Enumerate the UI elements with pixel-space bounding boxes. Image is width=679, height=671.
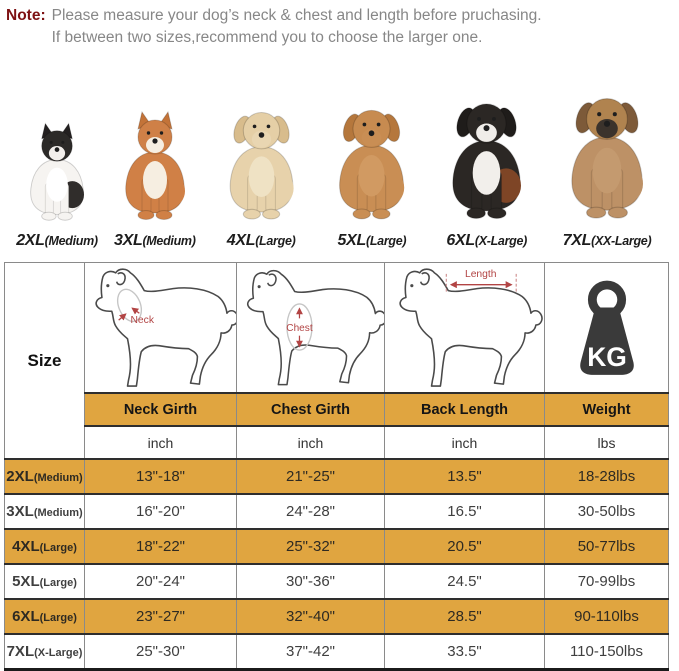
dog-outline-drawing — [398, 268, 543, 387]
table-row: 2XL(Medium) 13"-18" 21"-25" 13.5" 18-28l… — [4, 458, 669, 495]
dog-caption-5xl: 5XL(Large) — [337, 232, 407, 249]
row-label-2xl: 2XL(Medium) — [4, 458, 85, 495]
chest-annotation-label: Chest — [286, 323, 313, 334]
neck-annotation-label: Neck — [130, 315, 154, 326]
cell-back: 16.5" — [384, 493, 545, 530]
row-label-5xl: 5XL(Large) — [4, 563, 85, 600]
row-label-7xl: 7XL(X-Large) — [4, 633, 85, 670]
cell-neck: 16"-20" — [84, 493, 237, 530]
dog-caption-6xl: 6XL(X-Large) — [446, 232, 527, 249]
cell-back: 24.5" — [384, 563, 545, 600]
cell-chest: 30"-36" — [236, 563, 385, 600]
unit-back: inch — [384, 425, 545, 460]
dog-figure-2xl: 2XL(Medium) — [12, 92, 102, 250]
dog-caption-2xl: 2XL(Medium) — [16, 232, 98, 249]
table-row: 7XL(X-Large) 25"-30" 37"-42" 33.5" 110-1… — [4, 633, 669, 670]
row-label-4xl: 4XL(Large) — [4, 528, 85, 565]
dog-figure-3xl: 3XL(Medium) — [105, 77, 205, 250]
cell-chest: 24"-28" — [236, 493, 385, 530]
cell-weight: 30-50lbs — [544, 493, 669, 530]
dog-silhouette — [229, 111, 294, 220]
table-row: 6XL(Large) 23"-27" 32"-40" 28.5" 90-110l… — [4, 598, 669, 635]
neck-measure-diagram: Neck — [84, 262, 237, 394]
dog-silhouette — [339, 109, 405, 220]
golden-puppy-dog-image — [229, 111, 294, 220]
dog-figure-7xl: 7XL(XX-Large) — [547, 47, 667, 250]
row-label-3xl: 3XL(Medium) — [4, 493, 85, 530]
cell-back: 28.5" — [384, 598, 545, 635]
cell-neck: 20"-24" — [84, 563, 237, 600]
dog-caption-3xl: 3XL(Medium) — [113, 232, 196, 249]
cell-chest: 37"-42" — [236, 633, 385, 670]
dog-silhouette — [452, 103, 522, 219]
unit-neck: inch — [84, 425, 237, 460]
cell-weight: 90-110lbs — [544, 598, 669, 635]
kg-icon-label: KG — [587, 342, 627, 372]
cell-chest: 21"-25" — [236, 458, 385, 495]
length-annotation-label: Length — [464, 269, 496, 280]
golden-retriever-dog-image — [339, 109, 405, 220]
dog-caption-4xl: 4XL(Large) — [226, 232, 296, 249]
mastiff-dog-image — [571, 98, 643, 219]
chest-diagram-svg: Chest — [246, 269, 384, 386]
length-measure-diagram: Length — [384, 262, 545, 394]
cell-back: 20.5" — [384, 528, 545, 565]
dog-figure-6xl: 6XL(X-Large) — [429, 55, 544, 250]
column-header-back-length: Back Length — [384, 392, 545, 427]
dog-silhouette — [125, 110, 185, 220]
akita-dog-image — [125, 110, 185, 220]
table-row: 5XL(Large) 20"-24" 30"-36" 24.5" 70-99lb… — [4, 563, 669, 600]
dog-silhouette — [571, 98, 643, 219]
boston-terrier-dog-image — [30, 122, 84, 221]
cell-back: 33.5" — [384, 633, 545, 670]
column-header-chest-girth: Chest Girth — [236, 392, 385, 427]
note-line-1: Please measure your dog’s neck & chest a… — [51, 7, 542, 24]
dog-silhouette — [30, 122, 84, 221]
cell-neck: 23"-27" — [84, 598, 237, 635]
cell-weight: 110-150lbs — [544, 633, 669, 670]
size-column-header: Size — [4, 262, 85, 460]
weight-column-diagram: KG — [544, 262, 669, 394]
neck-diagram-svg: Neck — [94, 268, 236, 387]
length-diagram-svg: Length — [398, 268, 543, 387]
note-label: Note: — [6, 7, 46, 24]
dog-figure-5xl: 5XL(Large) — [317, 64, 426, 250]
column-header-weight: Weight — [544, 392, 669, 427]
note-line-2: If between two sizes,recommend you to ch… — [51, 29, 483, 46]
cell-neck: 18"-22" — [84, 528, 237, 565]
cell-weight: 18-28lbs — [544, 458, 669, 495]
kg-weight-icon: KG — [579, 280, 634, 375]
row-label-6xl: 6XL(Large) — [4, 598, 85, 635]
cell-neck: 13"-18" — [84, 458, 237, 495]
dog-outline-drawing — [94, 268, 236, 387]
cell-weight: 70-99lbs — [544, 563, 669, 600]
cell-chest: 25"-32" — [236, 528, 385, 565]
dog-caption-7xl: 7XL(XX-Large) — [562, 232, 652, 249]
dog-breeds-row: 2XL(Medium) 3XL(Medium) — [0, 38, 679, 250]
dog-outline-drawing — [246, 269, 384, 386]
cell-chest: 32"-40" — [236, 598, 385, 635]
table-row: 4XL(Large) 18"-22" 25"-32" 20.5" 50-77lb… — [4, 528, 669, 565]
cell-weight: 50-77lbs — [544, 528, 669, 565]
column-header-neck-girth: Neck Girth — [84, 392, 237, 427]
dog-figure-4xl: 4XL(Large) — [208, 67, 315, 250]
cell-back: 13.5" — [384, 458, 545, 495]
chest-measure-diagram: Chest — [236, 262, 385, 394]
size-chart-table: Size Neck — [4, 262, 669, 671]
unit-chest: inch — [236, 425, 385, 460]
table-row: 3XL(Medium) 16"-20" 24"-28" 16.5" 30-50l… — [4, 493, 669, 530]
bernese-mountain-dog-image — [452, 103, 522, 219]
note: Note: Please measure your dog’s neck & c… — [6, 5, 666, 49]
unit-weight: lbs — [544, 425, 669, 460]
cell-neck: 25"-30" — [84, 633, 237, 670]
